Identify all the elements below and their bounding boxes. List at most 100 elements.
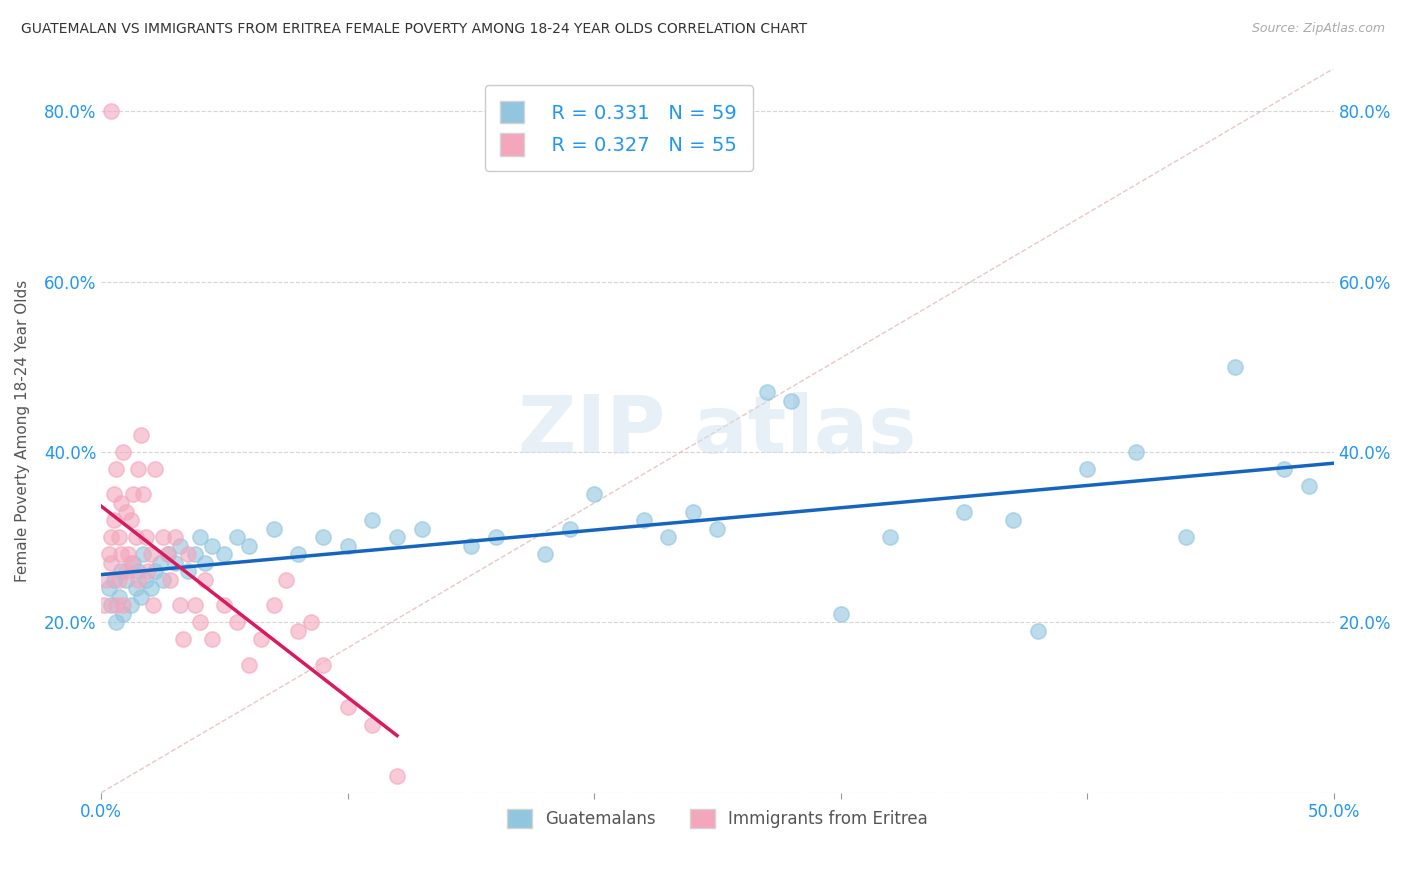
Point (176, 547, 198, 561)
Point (107, 530, 129, 544)
Point (312, 530, 335, 544)
Point (263, 522, 285, 536)
Point (194, 556, 217, 570)
Point (132, 487, 155, 501)
Point (682, 504, 704, 518)
Point (103, 487, 125, 501)
Point (120, 513, 142, 527)
Text: Source: ZipAtlas.com: Source: ZipAtlas.com (1251, 22, 1385, 36)
Point (122, 487, 145, 501)
Point (1076, 462, 1098, 476)
Point (136, 564, 159, 578)
Point (127, 573, 149, 587)
Point (312, 657, 335, 672)
Point (149, 556, 172, 570)
Point (107, 573, 129, 587)
Point (460, 539, 482, 553)
Point (132, 547, 155, 561)
Point (336, 700, 359, 714)
Point (112, 445, 135, 459)
Point (139, 581, 162, 595)
Text: ZIP atlas: ZIP atlas (519, 392, 917, 469)
Point (122, 556, 145, 570)
Point (484, 530, 506, 544)
Point (361, 513, 384, 527)
Point (97, 547, 120, 561)
Point (97, 581, 120, 595)
Point (112, 599, 135, 613)
Point (125, 530, 148, 544)
Point (184, 547, 207, 561)
Point (188, 530, 211, 544)
Point (110, 547, 132, 561)
Point (100, 556, 122, 570)
Point (214, 599, 236, 613)
Point (100, 530, 122, 544)
Point (117, 547, 139, 561)
Point (139, 547, 162, 561)
Point (780, 393, 803, 408)
Point (263, 599, 285, 613)
Point (385, 530, 408, 544)
Point (127, 462, 149, 476)
Point (1125, 445, 1147, 459)
Point (879, 530, 901, 544)
Point (1174, 530, 1197, 544)
Point (135, 573, 157, 587)
Point (100, 599, 122, 613)
Point (214, 547, 236, 561)
Point (142, 599, 165, 613)
Point (96, 573, 118, 587)
Point (1223, 359, 1246, 374)
Point (165, 530, 187, 544)
Point (238, 539, 260, 553)
Point (152, 530, 174, 544)
Point (706, 522, 728, 536)
Point (112, 607, 135, 621)
Point (225, 615, 247, 630)
Point (1272, 462, 1295, 476)
Point (201, 632, 224, 647)
Point (115, 564, 138, 578)
Point (105, 615, 128, 630)
Point (165, 556, 187, 570)
Point (105, 462, 128, 476)
Point (152, 573, 174, 587)
Point (156, 547, 179, 561)
Point (127, 564, 149, 578)
Point (184, 599, 207, 613)
Point (534, 547, 557, 561)
Point (103, 513, 125, 527)
Point (583, 487, 606, 501)
Point (830, 607, 852, 621)
Point (287, 547, 309, 561)
Point (110, 564, 132, 578)
Point (657, 530, 679, 544)
Point (115, 573, 138, 587)
Point (120, 556, 142, 570)
Point (169, 539, 191, 553)
Point (755, 385, 778, 400)
Point (953, 504, 976, 518)
Text: GUATEMALAN VS IMMIGRANTS FROM ERITREA FEMALE POVERTY AMONG 18-24 YEAR OLDS CORRE: GUATEMALAN VS IMMIGRANTS FROM ERITREA FE… (21, 22, 807, 37)
Point (107, 590, 129, 604)
Point (633, 513, 655, 527)
Point (336, 539, 359, 553)
Point (135, 530, 157, 544)
Y-axis label: Female Poverty Among 18-24 Year Olds: Female Poverty Among 18-24 Year Olds (15, 279, 30, 582)
Point (176, 564, 198, 578)
Point (411, 522, 433, 536)
Point (103, 573, 125, 587)
Point (105, 599, 128, 613)
Point (125, 581, 148, 595)
Point (558, 522, 581, 536)
Point (115, 504, 138, 518)
Point (110, 496, 132, 510)
Point (93, 599, 115, 613)
Point (250, 632, 273, 647)
Point (100, 104, 122, 119)
Point (225, 530, 247, 544)
Point (145, 564, 167, 578)
Point (188, 615, 211, 630)
Point (201, 539, 224, 553)
